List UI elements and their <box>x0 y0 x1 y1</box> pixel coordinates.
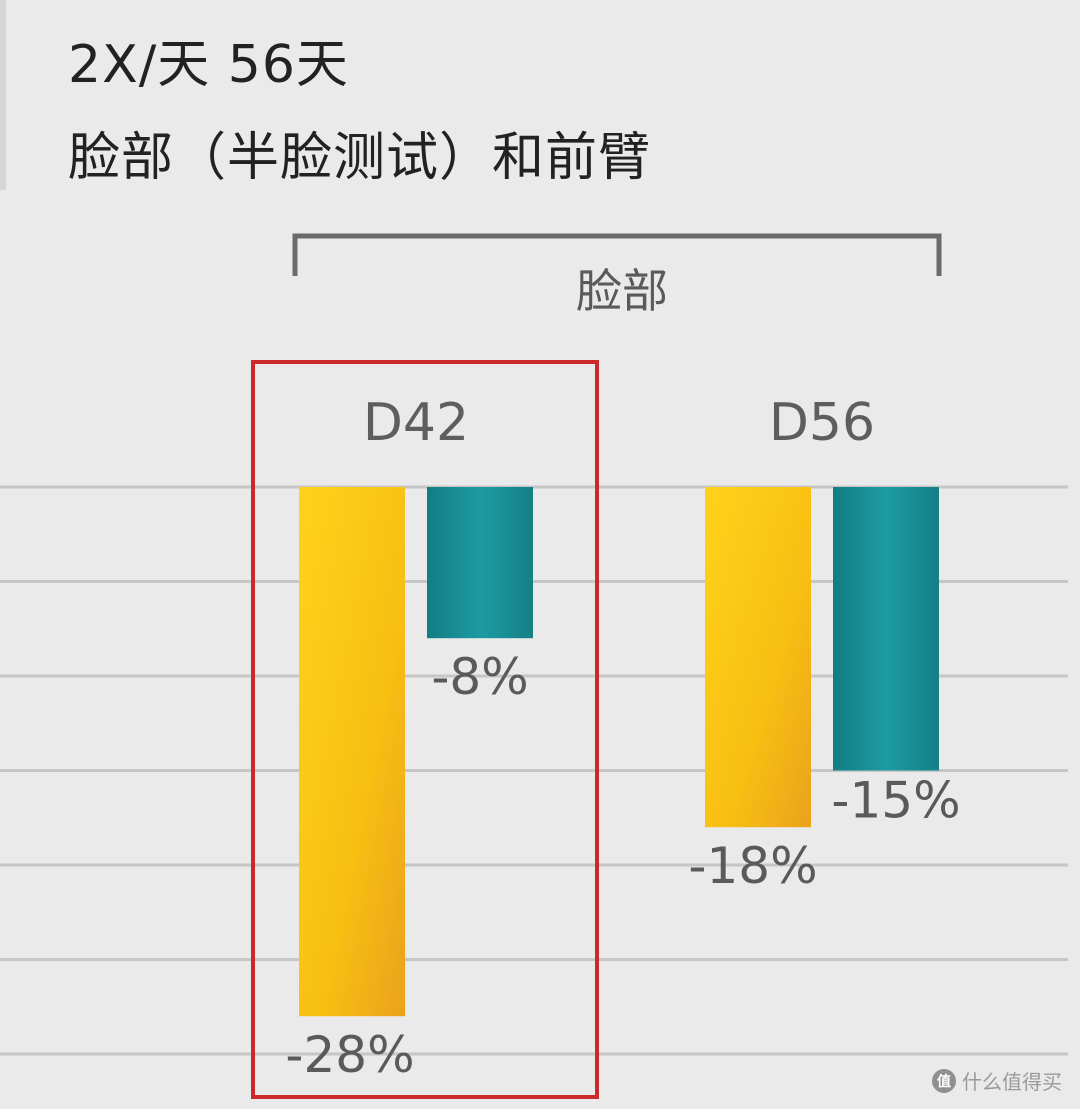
watermark-text: 什么值得买 <box>962 1070 1062 1094</box>
bar-d42-series-2 <box>427 487 533 639</box>
category-label-d42: D42 <box>363 393 469 453</box>
value-label-d56-series-1: -18% <box>688 837 817 895</box>
value-labels: -28% -18% -8% -15% <box>285 648 960 1084</box>
chart-title-line2: 脸部（半脸测试）和前臂 <box>68 128 652 188</box>
watermark: 值 什么值得买 <box>932 1066 1062 1095</box>
category-labels: D42 D56 <box>363 393 875 453</box>
value-label-d42-series-1: -28% <box>285 1026 414 1084</box>
highlight-box <box>251 360 599 1099</box>
watermark-logo-icon: 值 <box>932 1068 956 1093</box>
value-label-d56-series-2: -15% <box>831 772 960 830</box>
bars <box>299 487 939 1017</box>
bar-d56-series-2 <box>833 487 939 771</box>
group-label: 脸部 <box>576 264 668 318</box>
value-label-d42-series-2: -8% <box>431 648 528 706</box>
bar-d56-series-1 <box>705 487 811 828</box>
category-label-d56: D56 <box>769 393 875 453</box>
group-bracket: 脸部 <box>292 233 942 318</box>
bar-d42-series-1 <box>299 487 405 1017</box>
chart-title-line1: 2X/天 56天 <box>68 35 349 95</box>
left-edge-panel <box>0 0 6 190</box>
